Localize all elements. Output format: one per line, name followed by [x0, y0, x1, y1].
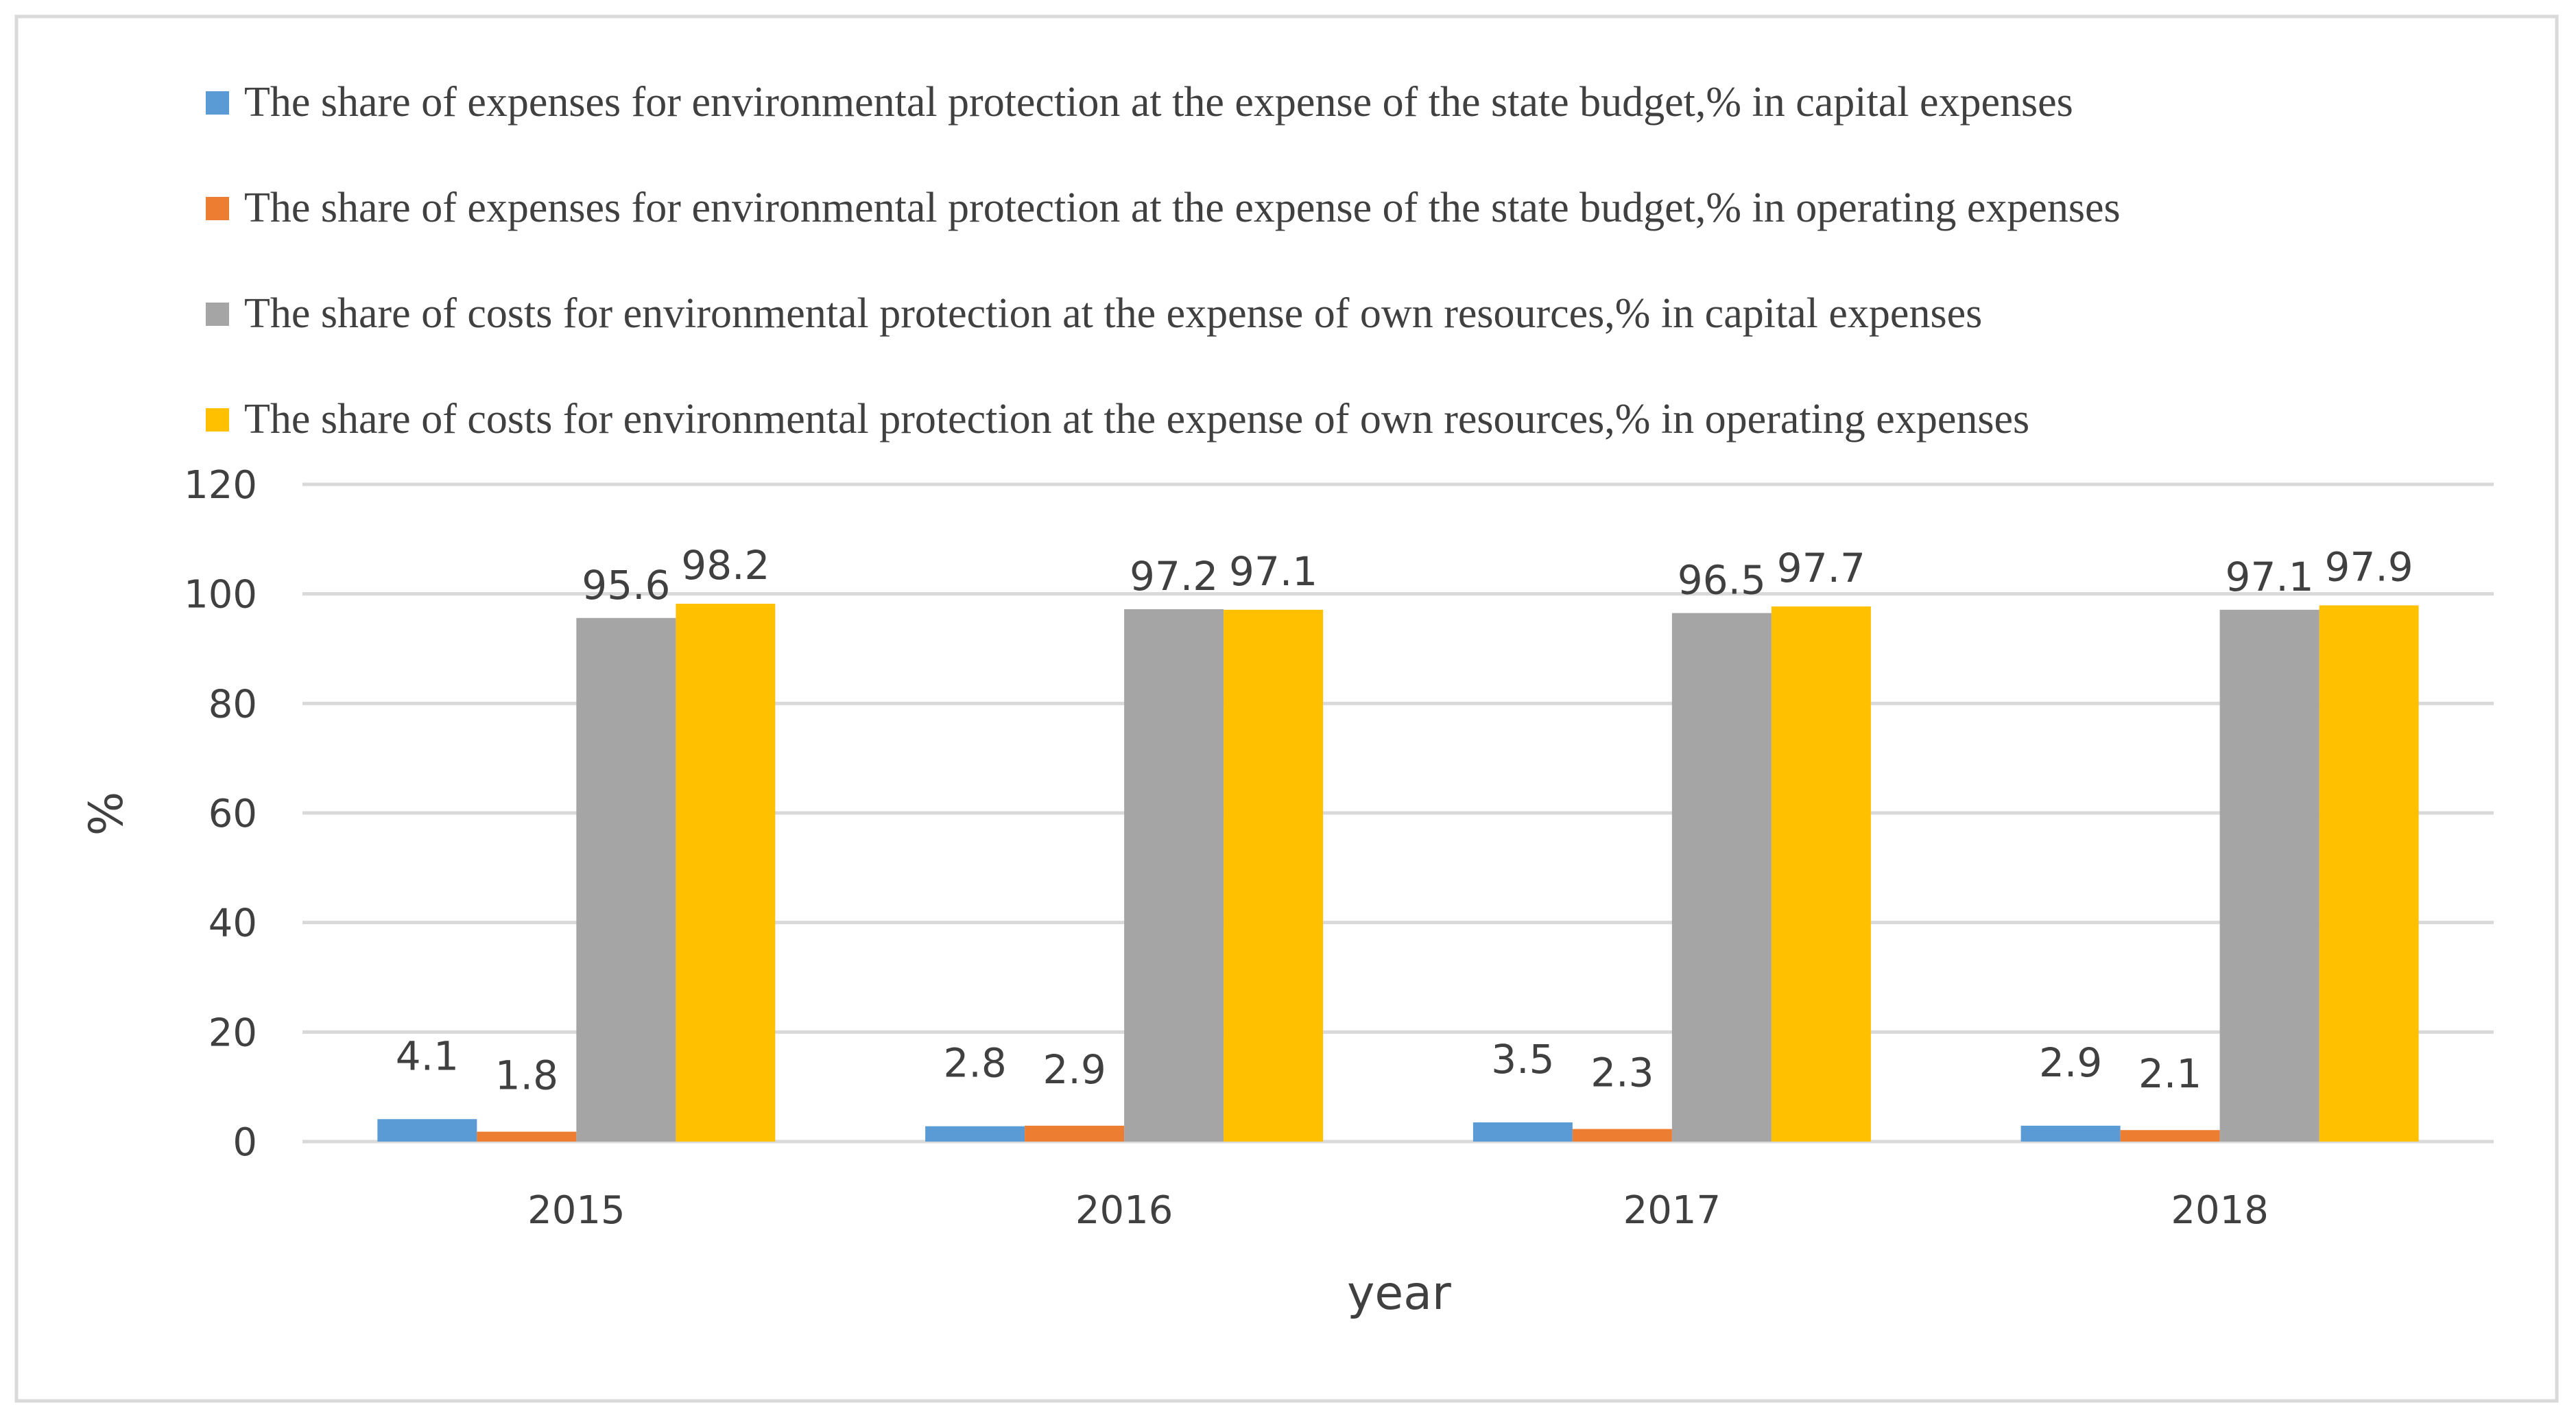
bar	[1771, 606, 1871, 1142]
data-label: 96.5	[1678, 557, 1766, 604]
legend-label: The share of expenses for environmental …	[244, 79, 2073, 126]
data-label: 2.8	[944, 1040, 1007, 1087]
y-tick-label: 80	[208, 682, 257, 727]
legend-swatch	[206, 197, 229, 220]
data-label: 4.1	[396, 1032, 459, 1079]
data-label: 95.6	[582, 562, 670, 609]
x-tick-label: 2016	[1075, 1188, 1173, 1233]
bar	[2319, 605, 2419, 1142]
data-label: 97.1	[2226, 554, 2314, 600]
data-label: 1.8	[495, 1052, 558, 1099]
bar	[2219, 609, 2319, 1142]
x-tick-label: 2018	[2171, 1188, 2269, 1233]
legend-label: The share of costs for environmental pro…	[244, 290, 1982, 337]
x-axis-title: year	[1347, 1266, 1451, 1321]
legend-label: The share of expenses for environmental …	[244, 185, 2121, 231]
x-tick-label: 2017	[1623, 1188, 1721, 1233]
y-tick-label: 20	[208, 1011, 257, 1055]
y-axis-ticks: 0 20 40 60 80 100 120	[184, 463, 257, 1165]
bar	[1025, 1125, 1125, 1142]
bar	[676, 604, 776, 1142]
data-label: 2.1	[2138, 1050, 2202, 1097]
y-tick-label: 60	[208, 792, 257, 836]
bar	[377, 1119, 477, 1142]
legend-swatch	[206, 408, 229, 432]
y-tick-label: 120	[184, 463, 257, 508]
bar	[477, 1131, 577, 1142]
legend-label: The share of costs for environmental pro…	[244, 396, 2029, 442]
bar	[1572, 1129, 1672, 1142]
bar	[1671, 613, 1772, 1142]
bar	[576, 617, 676, 1142]
x-axis-ticks: 2015 2016 2017 2018	[527, 1188, 2269, 1233]
data-label: 2.9	[2039, 1039, 2102, 1086]
data-label: 97.1	[1229, 548, 1317, 595]
bar	[925, 1126, 1025, 1142]
y-tick-label: 100	[184, 573, 257, 617]
data-labels: 4.1 1.895.6 98.22.8 2.997.2 97.13.5 2.396.5 97…	[396, 542, 2413, 1099]
data-label: 98.2	[681, 542, 770, 589]
data-label: 2.3	[1590, 1050, 1654, 1096]
bar	[1124, 609, 1224, 1142]
bar	[1224, 609, 1324, 1142]
data-label: 97.2	[1130, 553, 1218, 600]
bars	[377, 604, 2419, 1142]
data-label: 97.7	[1777, 545, 1865, 591]
y-tick-label: 0	[232, 1120, 257, 1165]
legend: The share of expenses for environmental …	[206, 79, 2121, 442]
y-axis-title: %	[80, 792, 134, 836]
data-label: 2.9	[1043, 1046, 1106, 1093]
data-label: 97.9	[2325, 543, 2413, 590]
data-label: 3.5	[1491, 1036, 1554, 1083]
bar	[2020, 1125, 2121, 1142]
legend-swatch	[206, 303, 229, 326]
legend-swatch	[206, 91, 229, 115]
bar	[1472, 1122, 1573, 1142]
bar	[2120, 1130, 2220, 1142]
y-tick-label: 40	[208, 901, 257, 946]
x-tick-label: 2015	[527, 1188, 625, 1233]
